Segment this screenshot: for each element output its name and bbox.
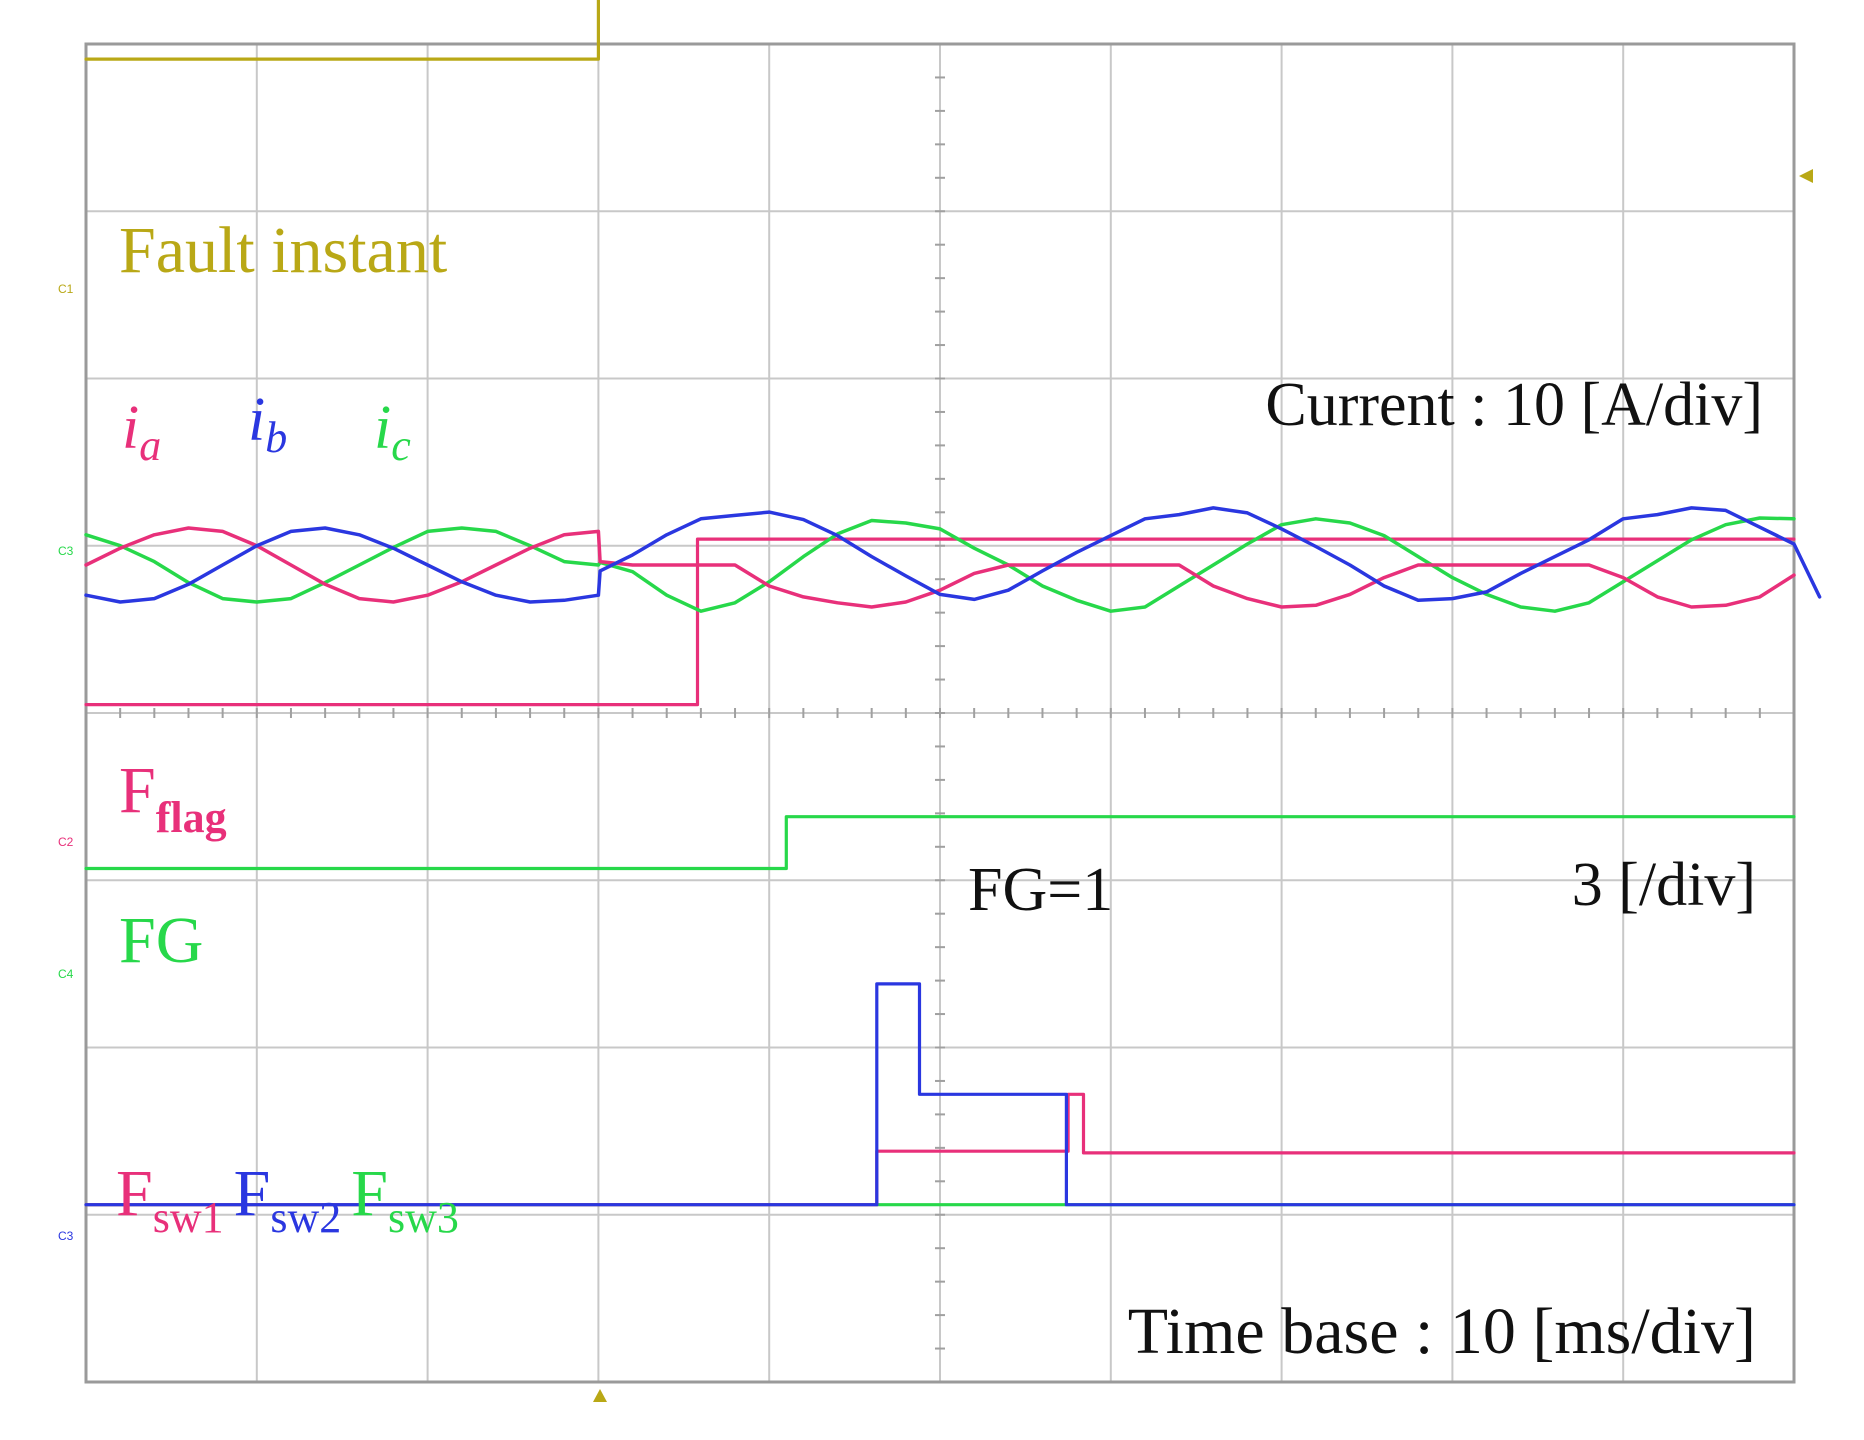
label-fsw1-sub: sw1 bbox=[153, 1193, 224, 1242]
label-fault-instant: Fault instant bbox=[119, 214, 447, 287]
label-time-base: Time base : 10 [ms/div] bbox=[1128, 1295, 1756, 1368]
label-fg-eq-1: FG=1 bbox=[968, 856, 1113, 924]
label-ic-sub: c bbox=[391, 421, 411, 470]
label-current-scale: Current : 10 [A/div] bbox=[1265, 371, 1763, 439]
label-ia: ia bbox=[122, 394, 161, 470]
label-fg: FG bbox=[119, 904, 203, 977]
center-axis-ticks bbox=[85, 43, 1761, 1350]
label-ib: ib bbox=[248, 386, 287, 462]
trigger-marker-right bbox=[1799, 169, 1813, 183]
label-fsw: Fsw1 Fsw2 Fsw3 bbox=[116, 1157, 459, 1242]
trace-ib bbox=[84, 506, 1822, 604]
label-fsw3-sub: sw3 bbox=[388, 1193, 459, 1242]
channel-marker-c3-current: C3 bbox=[58, 544, 74, 558]
label-fflag: Fflag bbox=[119, 754, 227, 842]
trace-fg bbox=[84, 815, 1796, 871]
label-ia-sub: a bbox=[139, 421, 161, 470]
label-ic: ic bbox=[374, 394, 411, 470]
trace-fflag bbox=[84, 537, 1796, 707]
channel-marker-c1: C1 bbox=[58, 282, 74, 296]
label-flag-scale: 3 [/div] bbox=[1572, 851, 1756, 919]
label-ib-sub: b bbox=[265, 413, 287, 462]
channel-marker-c2: C2 bbox=[58, 835, 74, 849]
trace-ic bbox=[84, 516, 1796, 613]
channel-marker-c3-switch: C3 bbox=[58, 1229, 74, 1243]
label-fflag-sub: flag bbox=[156, 793, 227, 842]
channel-marker-c4: C4 bbox=[58, 967, 74, 981]
trigger-marker-bottom bbox=[593, 1389, 607, 1402]
traces bbox=[84, 0, 1822, 1207]
trace-fsw2 bbox=[84, 982, 1796, 1207]
trace-fault bbox=[84, 0, 601, 61]
plot-frame bbox=[84, 42, 1796, 1384]
trace-ia bbox=[84, 526, 1796, 609]
label-fsw2-sub: sw2 bbox=[270, 1193, 341, 1242]
